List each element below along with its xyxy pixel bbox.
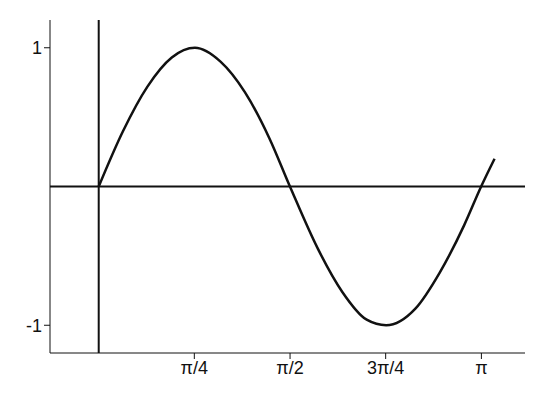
svg-text:-1: -1 bbox=[26, 316, 42, 336]
svg-text:π/4: π/4 bbox=[181, 358, 208, 378]
svg-text:1: 1 bbox=[32, 38, 42, 58]
svg-text:π/2: π/2 bbox=[276, 358, 303, 378]
svg-text:π: π bbox=[475, 358, 487, 378]
svg-text:3π/4: 3π/4 bbox=[367, 358, 404, 378]
